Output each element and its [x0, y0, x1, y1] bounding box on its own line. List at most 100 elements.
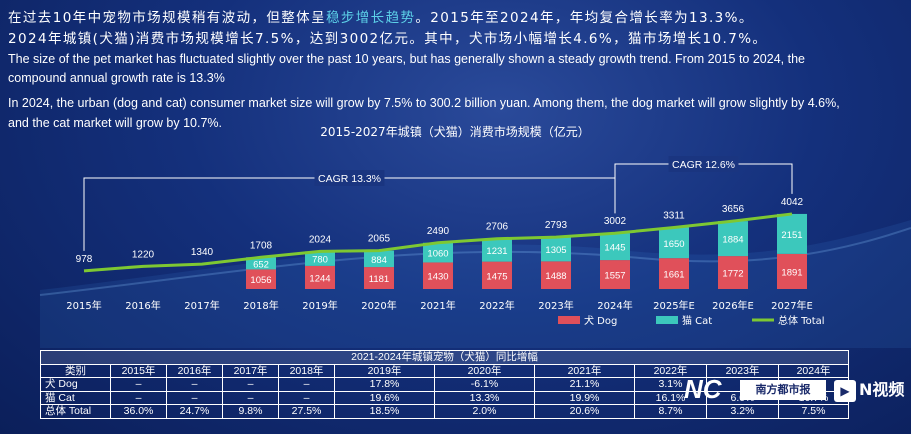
watermark-brand: 南方都市报: [740, 380, 826, 400]
table-cell: 8.7%: [634, 404, 707, 419]
bar-cat-label: 1231: [486, 246, 507, 257]
bar-dog: [659, 258, 689, 289]
table-cell: 2019年: [334, 363, 435, 378]
table-cell: 2024年: [777, 363, 850, 378]
legend-label: 总体 Total: [778, 314, 825, 327]
table-cell: 20.6%: [534, 404, 635, 419]
cagr-bracket: [83, 177, 616, 251]
cagr-label-bg: [668, 156, 739, 172]
table-cell: –: [110, 390, 167, 405]
table-cell: 2017年: [222, 363, 279, 378]
intro-en-line-1: The size of the pet market has fluctuate…: [8, 52, 805, 66]
bar-dog-label: 1056: [250, 275, 271, 286]
table-cell: 2015年: [110, 363, 167, 378]
total-label: 2024: [309, 234, 332, 245]
x-tick-label: 2015年: [66, 299, 101, 312]
intro-cn-line-1: 在过去10年中宠物市场规模稍有波动，但整体呈稳步增长趋势。2015年至2024年…: [8, 6, 754, 26]
x-tick-label: 2019年: [302, 299, 337, 312]
table-cell: 2018年: [278, 363, 335, 378]
x-tick-label: 2027年E: [771, 299, 813, 312]
intro-cn-highlight: 稳步增长趋势: [325, 10, 416, 26]
x-tick-label: 2025年E: [653, 299, 695, 312]
bar-dog-label: 1891: [781, 267, 802, 278]
x-tick-label: 2022年: [479, 299, 514, 312]
table-cell: –: [222, 377, 279, 392]
table-cell: 36.0%: [110, 404, 167, 419]
table-cell: –: [278, 377, 335, 392]
bar-cat: [246, 257, 276, 270]
bar-cat: [305, 251, 335, 266]
table-cell: –: [166, 377, 223, 392]
table-cell: 17.8%: [334, 377, 435, 392]
x-tick-label: 2020年: [361, 299, 396, 312]
bar-dog: [718, 256, 748, 289]
table-cell: 24.7%: [166, 404, 223, 419]
x-tick-label: 2021年: [420, 299, 455, 312]
intro-en-line-2: compound annual growth rate is 13.3%: [8, 71, 225, 85]
total-label: 1340: [191, 247, 214, 258]
total-label: 1220: [132, 249, 155, 260]
table-cell: –: [222, 390, 279, 405]
table-cell: –: [278, 390, 335, 405]
bar-dog: [482, 261, 512, 289]
bar-dog-label: 1244: [309, 273, 330, 284]
bar-cat: [364, 250, 394, 268]
watermark-logo: NC: [684, 374, 722, 404]
legend-label: 犬 Dog: [584, 314, 617, 327]
x-tick-label: 2024年: [597, 299, 632, 312]
table-cell: 2016年: [166, 363, 223, 378]
table-cell: 2022年: [634, 363, 707, 378]
bar-cat-label: 1650: [663, 239, 684, 250]
table-cell: 19.6%: [334, 390, 435, 405]
cagr-label: CAGR 12.6%: [672, 159, 735, 171]
total-label: 3002: [604, 216, 627, 227]
bar-dog: [777, 253, 807, 289]
table-cell: 21.1%: [534, 377, 635, 392]
bar-dog-label: 1430: [427, 272, 448, 283]
bar-cat: [718, 221, 748, 257]
table-cell: 2020年: [434, 363, 535, 378]
x-tick-label: 2023年: [538, 299, 573, 312]
cagr-label: CAGR 13.3%: [318, 173, 381, 185]
bar-cat-label: 1884: [722, 235, 743, 246]
bar-dog: [364, 267, 394, 289]
bar-dog-label: 1557: [604, 271, 625, 282]
bar-dog: [246, 269, 276, 289]
bar-dog: [541, 261, 571, 289]
bar-cat-label: 1305: [545, 245, 566, 256]
bar-dog: [600, 260, 630, 289]
bar-dog-label: 1661: [663, 270, 684, 281]
bar-cat-label: 780: [312, 255, 328, 266]
bar-cat-label: 1445: [604, 243, 625, 254]
table-cell: 7.5%: [777, 404, 850, 419]
table-row: 总体 Total 36.0% 24.7% 9.8% 27.5% 18.5% 2.0% 20.6…: [40, 404, 850, 419]
wave-glow: [40, 220, 911, 348]
legend-label: 猫 Cat: [682, 314, 712, 327]
cagr-label-bg: [314, 170, 385, 186]
total-label: 2490: [427, 226, 450, 237]
total-label: 978: [76, 254, 93, 265]
intro-en-line-4: and the cat market will grow by 10.7%.: [8, 116, 222, 130]
legend-swatch: [558, 316, 580, 324]
total-label: 2793: [545, 220, 568, 231]
total-label: 2706: [486, 222, 509, 233]
table-cell: –: [166, 390, 223, 405]
x-tick-label: 2017年: [184, 299, 219, 312]
total-label: 1708: [250, 240, 273, 251]
bar-cat: [777, 213, 807, 254]
watermark-video: ▶ N视频: [834, 376, 904, 402]
table-title-row: 2021-2024年城镇宠物（犬猫）同比增幅: [39, 350, 850, 365]
total-label: 2065: [368, 234, 391, 245]
bar-cat-label: 884: [371, 255, 387, 266]
bar-cat: [541, 237, 571, 262]
table-cell: 27.5%: [278, 404, 335, 419]
market-size-chart: CAGR 13.3% CAGR 12.6% 1056 652 1244 780 1181 8…: [39, 124, 911, 348]
total-label: 3656: [722, 204, 745, 215]
intro-cn-line-2: 2024年城镇(犬猫)消费市场规模增长7.5%，达到3002亿元。其中，犬市场小…: [8, 31, 768, 47]
x-tick-label: 2016年: [125, 299, 160, 312]
table-cell: –: [110, 377, 167, 392]
table-cell: 13.3%: [434, 390, 535, 405]
table-cell: 2021年: [534, 363, 635, 378]
bar-dog-label: 1181: [369, 274, 389, 285]
growth-table: 2021-2024年城镇宠物（犬猫）同比增幅 类别 2015年 2016年 2017年 2…: [39, 350, 850, 419]
